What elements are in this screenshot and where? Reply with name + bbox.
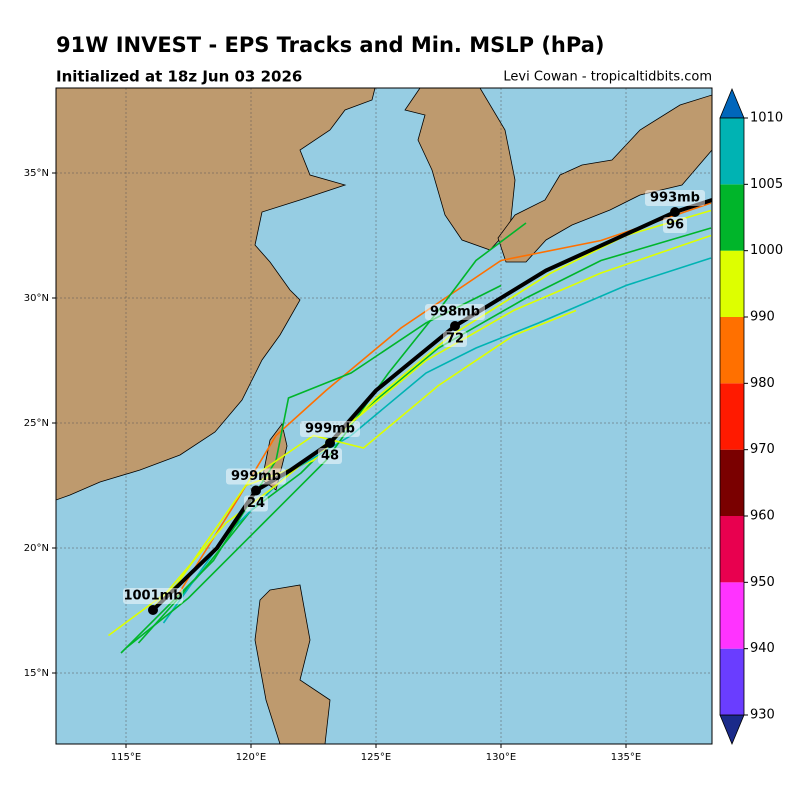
japan (497, 94, 712, 263)
mean-track (151, 198, 712, 612)
label-box (318, 448, 342, 464)
x-tick-label: 115°E (111, 752, 141, 763)
grid (56, 88, 712, 744)
colorbar-bin (720, 516, 744, 583)
label-box (663, 217, 687, 233)
colorbar-tick-label: 1005 (750, 177, 783, 192)
label-box (645, 190, 705, 206)
x-tick-label: 135°E (611, 752, 641, 763)
pressure-label: 1001mb (123, 589, 182, 604)
land (56, 88, 712, 744)
track-point (670, 207, 680, 217)
y-tick-label: 25°N (24, 418, 49, 429)
colorbar-under (719, 714, 745, 746)
pressure-label: 993mb (650, 191, 700, 206)
track-point (450, 321, 460, 331)
member-track (150, 234, 712, 612)
colorbar-bin (720, 582, 744, 649)
colorbar-bin (720, 317, 744, 384)
colorbar-tick-label: 1000 (750, 243, 783, 258)
colorbar-over (719, 87, 745, 119)
pressure-label: 999mb (305, 422, 355, 437)
member-track (125, 222, 527, 649)
hour-label: 96 (666, 218, 684, 233)
label-box (425, 304, 485, 320)
map-frame (55, 87, 713, 745)
label-box (123, 588, 183, 604)
labels: 1001mb 999mb 24 999mb 48 998mb 72 993mb 96 (123, 190, 705, 615)
x-tick-label: 120°E (236, 752, 266, 763)
colorbar-tick-label: 980 (750, 376, 775, 391)
colorbar-tick-label: 1010 (750, 111, 783, 126)
hour-label: 72 (446, 332, 464, 347)
track-point (148, 605, 158, 615)
pressure-label: 999mb (231, 469, 281, 484)
hour-label: 48 (321, 449, 339, 464)
hour-label: 24 (247, 496, 265, 511)
colorbar-tick-label: 930 (750, 708, 775, 723)
credit: Levi Cowan - tropicaltidbits.com (503, 70, 712, 85)
colorbar-tick-label: 970 (750, 442, 775, 457)
x-tick-label: 130°E (486, 752, 516, 763)
china (56, 88, 376, 501)
colorbar-bin (720, 449, 744, 516)
colorbar-tick-label: 940 (750, 641, 775, 656)
x-tick-label: 125°E (361, 752, 391, 763)
label-box (226, 468, 286, 485)
label-box (244, 495, 268, 512)
colorbar-bin (720, 648, 744, 715)
y-tick-label: 30°N (24, 293, 49, 304)
chart-subtitle: Initialized at 18z Jun 03 2026 (56, 68, 302, 86)
track-point (251, 485, 261, 496)
y-tick-label: 35°N (24, 168, 49, 179)
pressure-label: 998mb (430, 305, 480, 320)
colorbar-frame (719, 117, 745, 716)
colorbar-tick-label: 950 (750, 575, 775, 590)
y-tick-label: 15°N (24, 668, 49, 679)
track-point (325, 438, 335, 448)
y-tick-label: 20°N (24, 543, 49, 554)
colorbar: 930 940 950 960 970 980 990 1000 1005 1010 (719, 87, 783, 746)
member-track (162, 257, 712, 624)
korea (404, 88, 516, 251)
luzon (254, 584, 331, 744)
colorbar-bin (720, 184, 744, 251)
colorbar-tick-label: 990 (750, 310, 775, 325)
chart-title: 91W INVEST - EPS Tracks and Min. MSLP (h… (56, 33, 604, 57)
label-box (443, 331, 467, 347)
label-box (300, 421, 360, 437)
colorbar-bin (720, 118, 744, 185)
member-track (120, 284, 502, 654)
colorbar-bin (720, 250, 744, 317)
tracks (108, 198, 712, 654)
colorbar-tick-label: 960 (750, 509, 775, 524)
colorbar-bin (720, 383, 744, 450)
